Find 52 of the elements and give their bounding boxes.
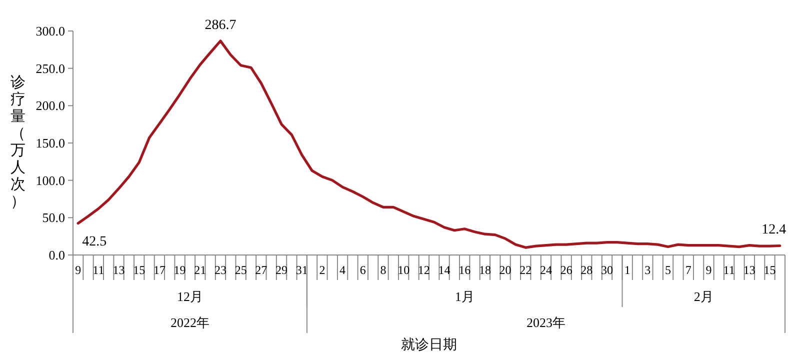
x-tick-label: 21 (194, 263, 206, 277)
x-tick-label: 6 (360, 263, 366, 277)
y-tick-label: 300.0 (36, 24, 65, 39)
x-tick-label: 27 (255, 263, 268, 277)
text: 1月 (454, 289, 474, 304)
x-tick-label: 3 (644, 263, 651, 277)
x-tick-label: 19 (174, 263, 186, 277)
x-tick-label: 15 (764, 263, 776, 277)
x-tick-label: 25 (234, 263, 247, 277)
x-tick-label: 24 (540, 263, 552, 277)
y-axis-title: 诊疗量（万人次） (10, 74, 26, 210)
x-tick-label: 11 (723, 263, 735, 277)
text: 2022年 (170, 315, 210, 330)
x-tick-label: 29 (276, 263, 288, 277)
x-tick-label: 2 (319, 263, 326, 277)
x-tick-label: 23 (214, 263, 226, 277)
x-tick-label: 28 (580, 263, 593, 277)
text: 2月 (694, 289, 714, 304)
data-label: 42.5 (82, 234, 107, 250)
text: 12月 (176, 289, 203, 304)
x-tick-label: 26 (560, 263, 572, 277)
x-tick-label: 10 (398, 263, 410, 277)
x-tick-label: 20 (499, 263, 512, 277)
x-tick-label: 9 (706, 263, 712, 277)
x-tick-label: 11 (92, 263, 104, 277)
x-tick-label: 7 (685, 263, 692, 277)
data-label: 12.4 (762, 222, 786, 238)
y-tick-label: 50.0 (42, 210, 65, 226)
x-tick-label: 16 (458, 263, 471, 277)
x-tick-label: 8 (380, 263, 386, 277)
x-tick-label: 30 (601, 263, 613, 277)
y-tick-label: 250.0 (36, 60, 65, 76)
y-tick-label: 200.0 (36, 98, 65, 114)
x-tick-label: 4 (340, 263, 346, 277)
x-tick-label: 12 (418, 263, 430, 277)
x-tick-label: 13 (112, 263, 125, 277)
x-tick-label: 15 (133, 263, 146, 277)
y-tick-label: 0.0 (48, 248, 65, 263)
text: 2023年 (526, 315, 566, 330)
x-tick-label: 14 (438, 263, 450, 277)
y-tick-label: 150.0 (36, 136, 65, 151)
x-tick-label: 13 (743, 263, 756, 277)
x-tick-label: 18 (478, 263, 491, 277)
data-label: 286.7 (204, 18, 236, 33)
x-axis-title: 就诊日期 (401, 337, 457, 353)
x-tick-label: 31 (296, 263, 308, 277)
x-tick-label: 5 (665, 263, 672, 277)
x-tick-label: 9 (75, 263, 82, 277)
x-tick-label: 22 (520, 263, 532, 277)
x-tick-label: 1 (624, 263, 630, 277)
x-tick-label: 17 (153, 263, 166, 277)
y-tick-label: 100.0 (36, 172, 65, 188)
